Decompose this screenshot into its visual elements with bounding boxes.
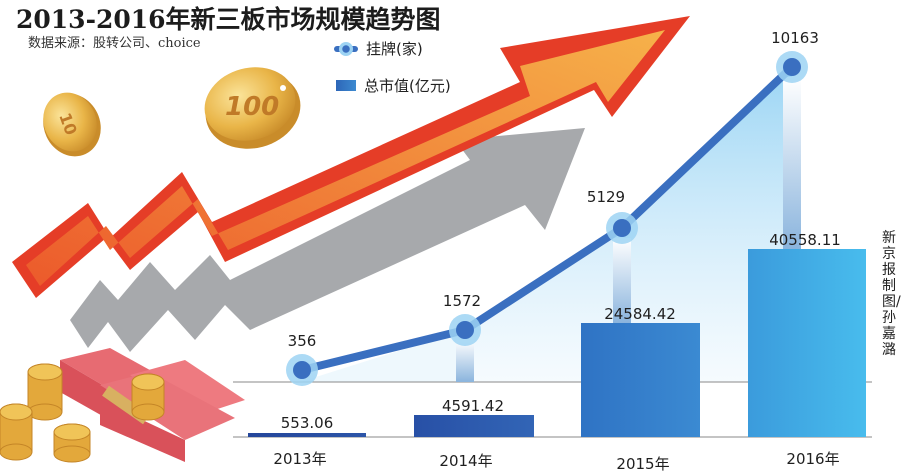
money-pile-decoration <box>0 348 245 463</box>
legend-item-listings: 挂牌(家) <box>334 38 423 59</box>
graphic-credit: 新京报制图/孙嘉潞 <box>882 230 901 358</box>
bar-value-label: 24584.42 <box>604 305 676 323</box>
coin-decoration: 10 100 <box>43 67 301 157</box>
gray-arrow-decoration <box>70 128 585 352</box>
bar-value-label: 553.06 <box>280 414 334 432</box>
bar-swatch-icon <box>336 80 356 91</box>
chart-title: 2013-2016年新三板市场规模趋势图 <box>16 5 441 34</box>
line-value-label: 10163 <box>771 29 819 47</box>
red-arrow-decoration <box>12 16 690 298</box>
line-value-label: 1572 <box>442 292 482 310</box>
legend-item-market-cap: 总市值(亿元) <box>336 75 451 96</box>
line-marker-2016 <box>776 51 808 83</box>
bar-series-market-cap <box>248 249 866 437</box>
x-axis-label: 2014年 <box>439 452 493 470</box>
line-marker-2013 <box>286 354 318 386</box>
line-marker-icon <box>334 41 358 56</box>
bar-2015 <box>581 323 700 437</box>
line-marker-2014 <box>449 314 481 346</box>
line-marker-2015 <box>606 212 638 244</box>
bar-2014 <box>414 415 534 437</box>
line-series-listings <box>286 51 808 386</box>
x-axis-label: 2013年 <box>273 450 327 468</box>
line-value-label: 356 <box>287 332 317 350</box>
point-stems <box>456 77 801 382</box>
x-axis-label: 2016年 <box>786 450 840 468</box>
legend-label-listings: 挂牌(家) <box>366 40 423 58</box>
x-axis-label: 2015年 <box>616 455 670 473</box>
legend-label-market-cap: 总市值(亿元) <box>364 77 451 95</box>
bar-2013 <box>248 433 366 437</box>
bar-2016 <box>748 249 866 437</box>
bar-value-label: 40558.11 <box>769 231 841 249</box>
bar-value-label: 4591.42 <box>441 397 505 415</box>
line-value-label: 5129 <box>586 188 626 206</box>
data-source: 数据来源：股转公司、choice <box>28 36 201 51</box>
svg-text:100: 100 <box>225 92 279 122</box>
